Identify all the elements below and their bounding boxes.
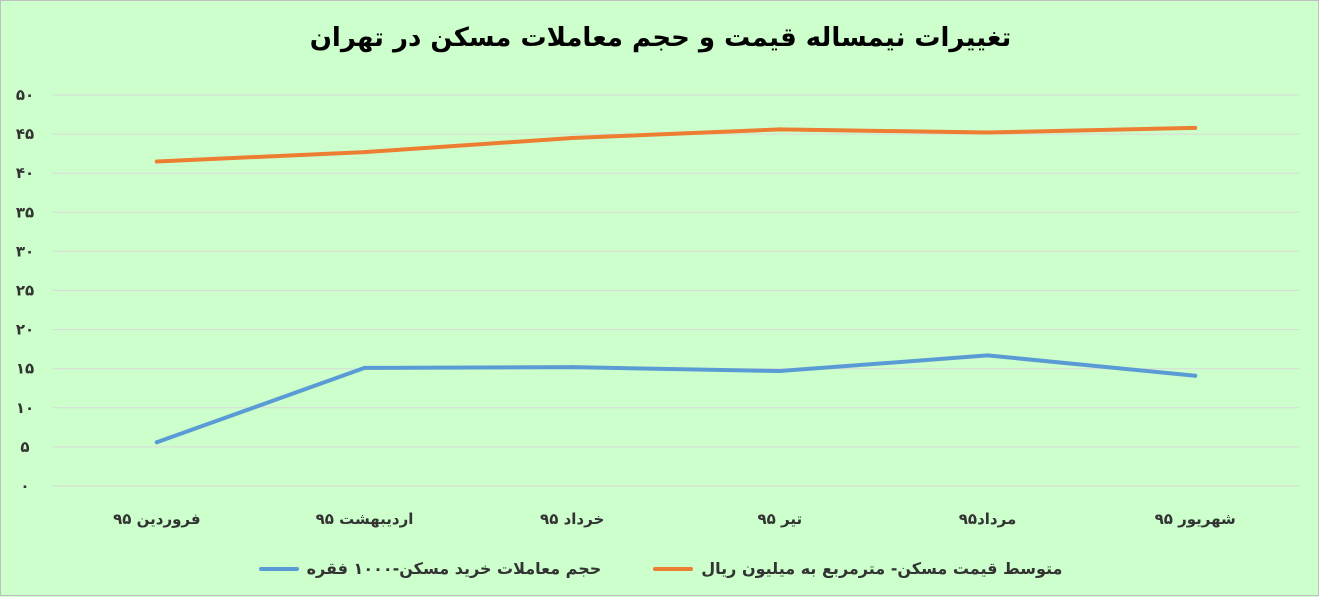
x-tick-label: مرداد۹۵ bbox=[959, 510, 1016, 528]
legend-item-volume: حجم معاملات خرید مسکن-۱۰۰۰ فقره bbox=[258, 559, 602, 578]
y-tick-label: ۱۵ bbox=[16, 360, 34, 378]
data-point bbox=[570, 136, 575, 141]
y-tick-label: ۴۰ bbox=[16, 164, 34, 182]
x-tick-label: خرداد ۹۵ bbox=[540, 510, 604, 528]
data-point bbox=[154, 159, 159, 164]
legend-item-price: متوسط قیمت مسکن- مترمربع به میلیون ریال bbox=[653, 559, 1062, 578]
series-line-volume bbox=[154, 353, 1198, 445]
data-point bbox=[154, 440, 159, 445]
y-tick-label: ۴۵ bbox=[16, 125, 34, 143]
chart-title: تغییرات نیمساله قیمت و حجم معاملات مسکن … bbox=[309, 23, 1012, 53]
y-tick-label: ۰ bbox=[20, 477, 29, 495]
y-tick-label: ۱۰ bbox=[16, 399, 34, 417]
legend-label-volume: حجم معاملات خرید مسکن-۱۰۰۰ فقره bbox=[306, 559, 602, 578]
x-tick-label: فروردین ۹۵ bbox=[113, 510, 200, 528]
data-point bbox=[1193, 373, 1198, 378]
data-point bbox=[362, 365, 367, 370]
x-tick-label: تیر ۹۵ bbox=[758, 510, 803, 528]
y-tick-label: ۵۰ bbox=[16, 86, 34, 104]
data-point bbox=[1193, 125, 1198, 130]
legend: متوسط قیمت مسکن- مترمربع به میلیون ریال … bbox=[1, 559, 1319, 578]
data-point bbox=[570, 365, 575, 370]
legend-label-price: متوسط قیمت مسکن- مترمربع به میلیون ریال bbox=[701, 559, 1063, 578]
y-tick-label: ۲۰ bbox=[16, 321, 34, 339]
data-point bbox=[985, 353, 990, 358]
data-point bbox=[777, 127, 782, 132]
legend-swatch-price bbox=[653, 566, 694, 571]
x-tick-label: شهریور ۹۵ bbox=[1155, 510, 1236, 528]
x-tick-label: اردیبهشت ۹۵ bbox=[316, 510, 414, 528]
data-point bbox=[985, 130, 990, 135]
y-tick-label: ۳۵ bbox=[16, 203, 34, 221]
y-tick-label: ۳۰ bbox=[16, 242, 34, 260]
y-tick-label: ۲۵ bbox=[16, 282, 34, 300]
legend-swatch-volume bbox=[258, 566, 299, 571]
series-line-price bbox=[154, 125, 1198, 164]
data-point bbox=[362, 150, 367, 155]
data-point bbox=[777, 369, 782, 374]
y-tick-label: ۵ bbox=[20, 438, 29, 456]
